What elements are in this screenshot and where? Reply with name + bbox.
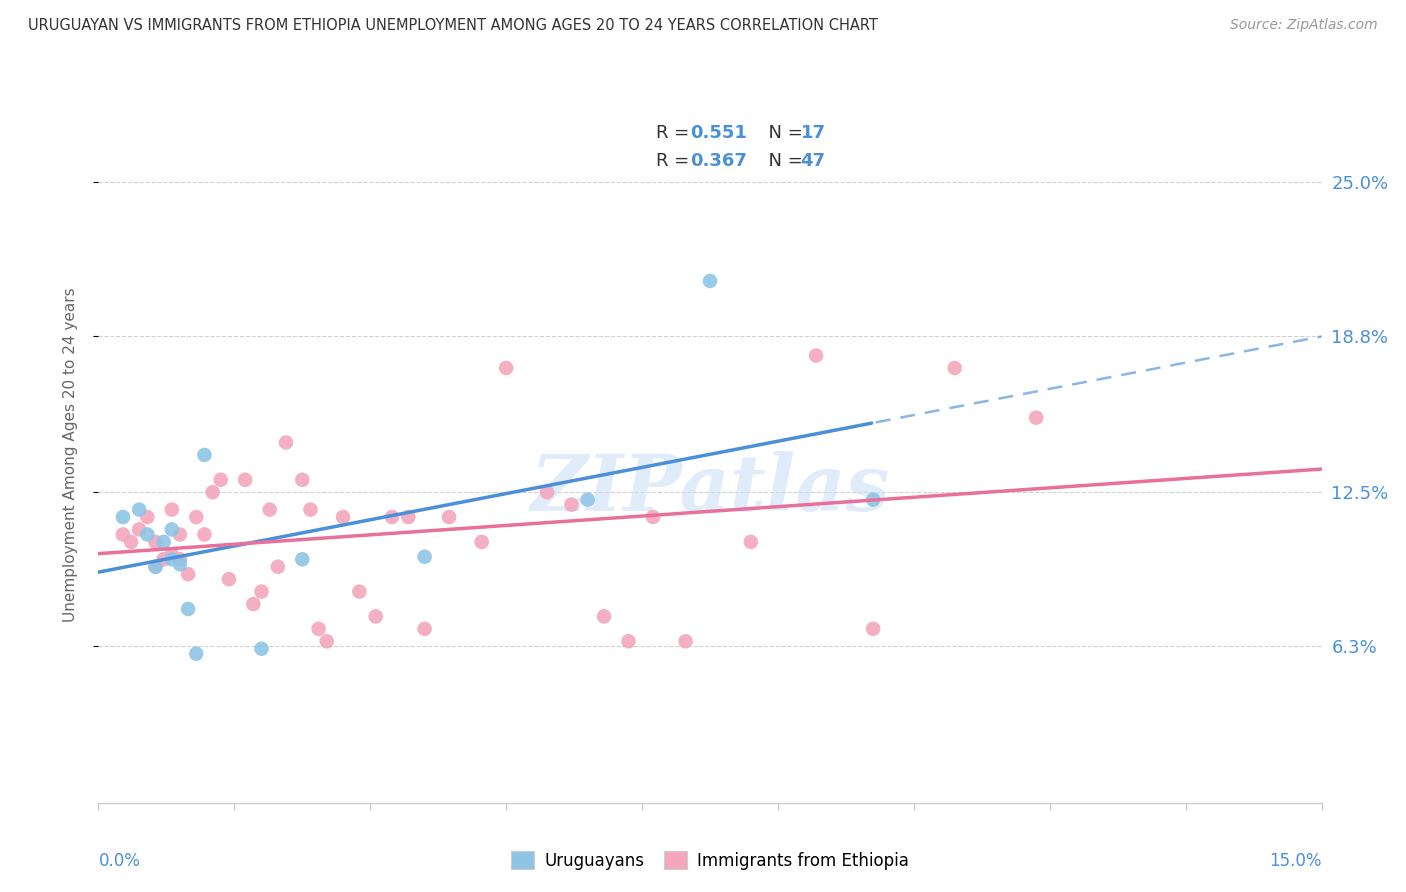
Point — [413, 549, 436, 564]
Text: 17: 17 — [800, 124, 825, 143]
Point — [699, 274, 721, 288]
Point — [308, 622, 330, 636]
Point — [145, 559, 167, 574]
Point — [250, 641, 273, 656]
Point — [169, 527, 191, 541]
Point — [267, 559, 290, 574]
Point — [201, 485, 224, 500]
Point — [593, 609, 616, 624]
Point — [675, 634, 697, 648]
Text: 15.0%: 15.0% — [1270, 852, 1322, 870]
Point — [381, 510, 404, 524]
Text: N =: N = — [756, 153, 808, 170]
Text: R =: R = — [657, 124, 695, 143]
Text: Source: ZipAtlas.com: Source: ZipAtlas.com — [1230, 18, 1378, 32]
Point — [250, 584, 273, 599]
Point — [274, 435, 297, 450]
Point — [193, 448, 215, 462]
Point — [1025, 410, 1047, 425]
Point — [862, 622, 884, 636]
Point — [136, 510, 159, 524]
Point — [536, 485, 558, 500]
Point — [259, 502, 281, 516]
Text: R =: R = — [657, 153, 695, 170]
Point — [242, 597, 264, 611]
Point — [291, 552, 314, 566]
Point — [120, 535, 142, 549]
Point — [186, 647, 208, 661]
Point — [617, 634, 640, 648]
Point — [862, 492, 884, 507]
Point — [169, 552, 191, 566]
Point — [209, 473, 232, 487]
Point — [152, 552, 174, 566]
Point — [111, 510, 134, 524]
Point — [160, 502, 183, 516]
Point — [145, 535, 167, 549]
Point — [740, 535, 762, 549]
Point — [804, 349, 827, 363]
Point — [169, 558, 191, 572]
Point — [145, 559, 167, 574]
Point — [299, 502, 322, 516]
Text: ZIPatlas: ZIPatlas — [530, 451, 890, 528]
Point — [186, 510, 208, 524]
Point — [136, 527, 159, 541]
Point — [364, 609, 387, 624]
Point — [111, 527, 134, 541]
Text: URUGUAYAN VS IMMIGRANTS FROM ETHIOPIA UNEMPLOYMENT AMONG AGES 20 TO 24 YEARS COR: URUGUAYAN VS IMMIGRANTS FROM ETHIOPIA UN… — [28, 18, 877, 33]
Point — [291, 473, 314, 487]
Text: 0.0%: 0.0% — [98, 852, 141, 870]
Point — [315, 634, 337, 648]
Point — [641, 510, 664, 524]
Point — [349, 584, 371, 599]
Point — [437, 510, 460, 524]
Point — [943, 361, 966, 376]
Y-axis label: Unemployment Among Ages 20 to 24 years: Unemployment Among Ages 20 to 24 years — [63, 287, 77, 623]
Point — [233, 473, 256, 487]
Point — [177, 567, 200, 582]
Point — [193, 527, 215, 541]
Point — [471, 535, 494, 549]
Text: 0.367: 0.367 — [690, 153, 748, 170]
Point — [160, 547, 183, 561]
Point — [128, 523, 150, 537]
Text: 0.551: 0.551 — [690, 124, 748, 143]
Point — [160, 523, 183, 537]
Point — [332, 510, 354, 524]
Point — [495, 361, 517, 376]
Point — [218, 572, 240, 586]
Point — [152, 535, 174, 549]
Point — [160, 552, 183, 566]
Point — [396, 510, 419, 524]
Point — [576, 492, 599, 507]
Point — [128, 502, 150, 516]
Text: 47: 47 — [800, 153, 825, 170]
Point — [560, 498, 582, 512]
Text: N =: N = — [756, 124, 808, 143]
Point — [177, 602, 200, 616]
Point — [413, 622, 436, 636]
Legend: Uruguayans, Immigrants from Ethiopia: Uruguayans, Immigrants from Ethiopia — [502, 843, 918, 878]
